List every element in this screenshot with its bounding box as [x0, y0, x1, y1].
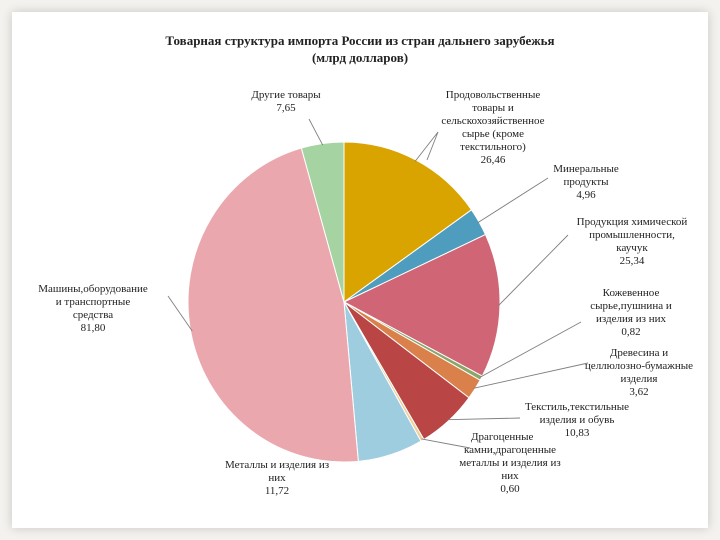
slice-name: Древесина и — [610, 347, 668, 359]
slice-name: Минеральные — [553, 163, 619, 175]
slice-name: сельскохозяйственное — [441, 115, 544, 127]
slice-name: них — [268, 472, 286, 484]
slice-name: товары и — [472, 102, 514, 114]
slice-name: металлы и изделия из — [459, 457, 560, 469]
slice-name: изделия из них — [596, 313, 666, 325]
slice-name: продукты — [563, 176, 609, 188]
slice-name: Драгоценные — [471, 431, 534, 443]
pie-slice — [342, 233, 501, 377]
slice-value: 11,72 — [265, 485, 289, 497]
slice-name: камни,драгоценные — [464, 444, 556, 456]
slice-name: промышленности, — [589, 229, 675, 241]
slice-name: каучук — [616, 242, 648, 254]
pie-slice — [300, 141, 345, 303]
slice-name: Другие товары — [251, 89, 321, 101]
slice-name: Текстиль,текстильные — [525, 401, 629, 413]
slice-name: и транспортные — [56, 296, 131, 308]
slice-name: них — [501, 470, 519, 482]
slice-name: Машины,оборудование — [38, 283, 148, 295]
slice-name: изделия — [621, 373, 658, 385]
leader-line — [477, 177, 549, 224]
slice-name: Кожевенное — [603, 287, 660, 299]
slice-value: 3,62 — [629, 386, 648, 398]
pie-slice — [187, 147, 359, 463]
slice-name: сырье,пушнина и — [590, 300, 672, 312]
slice-name: изделия и обувь — [540, 414, 615, 426]
leader-line — [498, 234, 569, 307]
leader-line — [473, 362, 589, 389]
slice-value: 0,60 — [500, 483, 520, 495]
chart-subtitle: (млрд долларов) — [311, 50, 409, 65]
slice-value: 7,65 — [276, 102, 296, 114]
leader-line — [447, 417, 521, 421]
slice-value: 25,34 — [620, 255, 645, 267]
chart-title: Товарная структура импорта России из стр… — [165, 33, 555, 48]
leader-line — [308, 118, 324, 146]
slice-name: сырье (кроме — [462, 128, 524, 140]
leader-line — [414, 131, 439, 162]
slice-label: Древесина ицеллюлозно-бумажныеизделия3,6… — [585, 347, 693, 398]
slice-value: 0,82 — [621, 326, 640, 338]
slice-name: текстильного) — [460, 141, 526, 153]
slice-value: 26,46 — [481, 154, 506, 166]
slice-name: Продовольственные — [446, 89, 541, 101]
slice-value: 4,96 — [576, 189, 596, 201]
slice-name: средства — [73, 309, 113, 321]
leader-line — [167, 295, 193, 332]
slice-value: 10,83 — [565, 427, 590, 439]
slice-name: целлюлозно-бумажные — [585, 360, 693, 372]
leader-line — [479, 321, 582, 378]
slice-label: Продукция химическойпромышленности,каучу… — [577, 216, 688, 267]
slice-name: Металлы и изделия из — [225, 459, 329, 471]
leader-line — [421, 438, 471, 449]
slice-name: Продукция химической — [577, 216, 688, 228]
slice-value: 81,80 — [81, 322, 106, 334]
